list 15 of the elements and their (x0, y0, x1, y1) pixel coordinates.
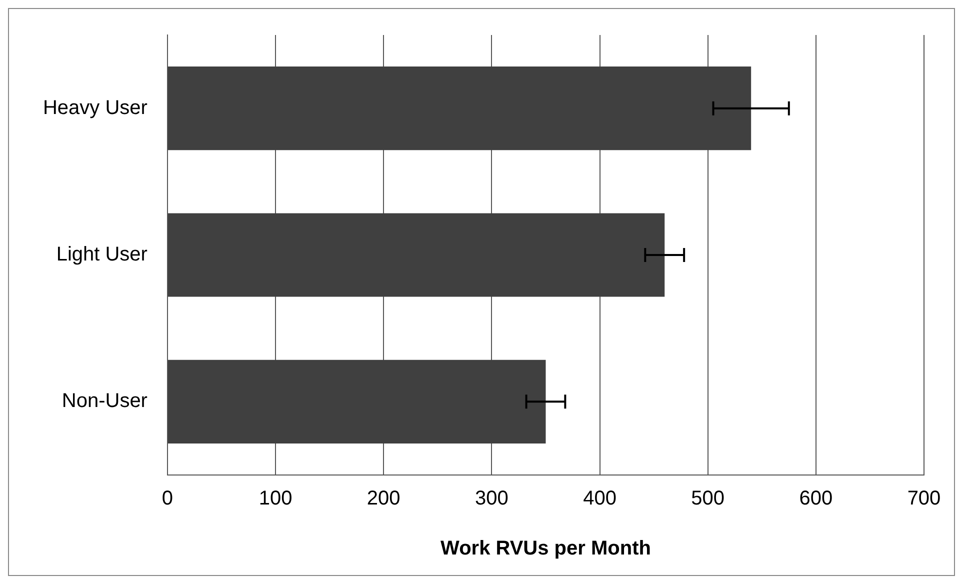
x-tick-label: 500 (691, 488, 725, 510)
x-tick-label: 100 (258, 488, 292, 510)
y-tick-label: Non-User (62, 390, 148, 412)
y-tick-label: Heavy User (42, 96, 148, 119)
y-tick-label: Light User (56, 244, 148, 266)
x-tick-label: 300 (475, 488, 508, 510)
x-axis-title: Work RVUs per Month (440, 538, 651, 560)
bar (168, 213, 665, 297)
bar (168, 66, 752, 150)
x-tick-label: 600 (799, 488, 833, 510)
bar (168, 360, 546, 444)
x-tick-label: 700 (907, 488, 941, 510)
x-tick-label: 200 (366, 488, 400, 510)
x-tick-label: 400 (583, 488, 616, 510)
x-tick-label: 0 (162, 488, 174, 510)
